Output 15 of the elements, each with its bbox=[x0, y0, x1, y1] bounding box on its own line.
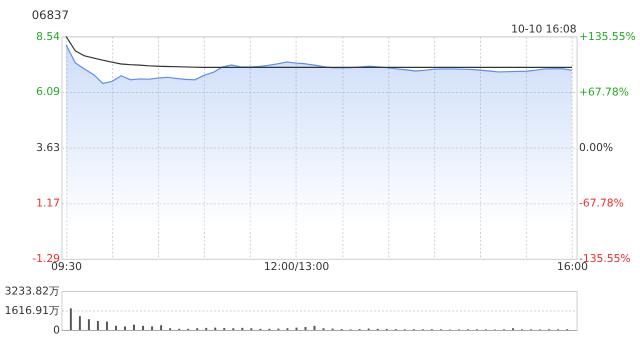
y-tick-label: 1.17 bbox=[36, 196, 60, 210]
y-tick-label: 3.63 bbox=[36, 140, 60, 154]
y2-tick-label: -67.78% bbox=[579, 196, 624, 210]
line-series bbox=[65, 36, 573, 68]
y-tick-label: 1616.91万 bbox=[4, 304, 60, 317]
y2-tick-label: +67.78% bbox=[579, 85, 629, 98]
chart-title: 06837 bbox=[32, 8, 69, 22]
y-tick-label: 8.54 bbox=[36, 30, 60, 43]
y-tick-label: 6.09 bbox=[36, 85, 60, 98]
text: 10-10 16:08 bbox=[511, 22, 577, 36]
x-tick-label: 12:00/13:00 bbox=[264, 260, 330, 274]
y-tick-label: 3233.82万 bbox=[4, 284, 60, 298]
y2-tick-label: +135.55% bbox=[579, 30, 636, 43]
y-tick-label: 0 bbox=[53, 323, 60, 336]
y2-tick-label: 0.00% bbox=[579, 141, 614, 154]
